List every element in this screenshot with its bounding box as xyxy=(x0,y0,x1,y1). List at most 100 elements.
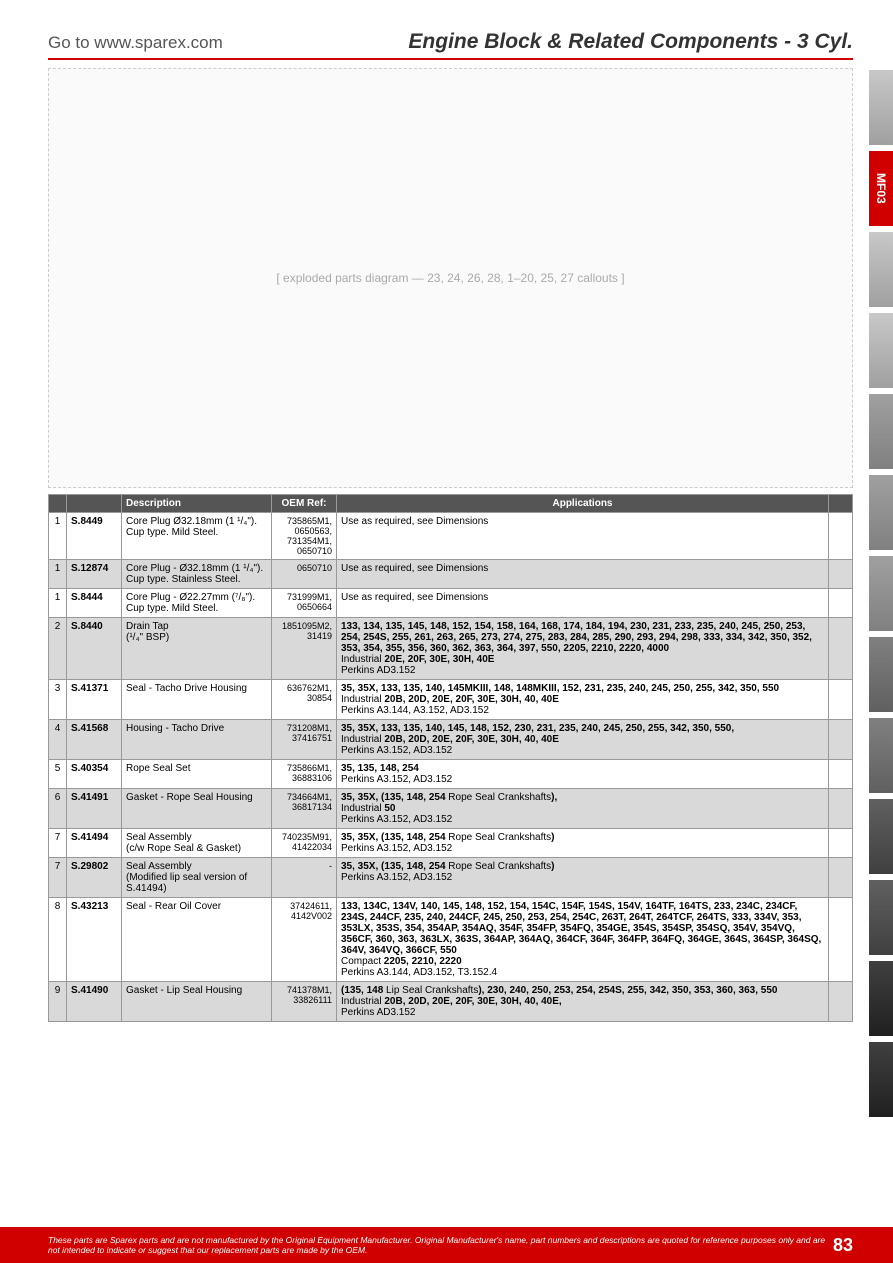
cell: Seal Assembly (c/w Rope Seal & Gasket) xyxy=(122,829,272,858)
cell: Gasket - Rope Seal Housing xyxy=(122,789,272,829)
cell xyxy=(829,829,853,858)
cell: S.29802 xyxy=(67,858,122,898)
cell: Core Plug - Ø22.27mm (⁷/₈"). Cup type. M… xyxy=(122,589,272,618)
cell: S.41371 xyxy=(67,680,122,720)
side-tabs: MF03 xyxy=(869,70,893,1123)
cell: 740235M91, 41422034 xyxy=(272,829,337,858)
cell: 731208M1, 37416751 xyxy=(272,720,337,760)
cell: 7 xyxy=(49,829,67,858)
side-tab[interactable] xyxy=(869,718,893,793)
cell: S.41490 xyxy=(67,982,122,1022)
side-tab-label: MF03 xyxy=(874,173,888,204)
side-tab[interactable] xyxy=(869,1042,893,1117)
side-tab[interactable] xyxy=(869,232,893,307)
cell: 35, 35X, 133, 135, 140, 145MKIII, 148, 1… xyxy=(337,680,829,720)
exploded-diagram: [ exploded parts diagram — 23, 24, 26, 2… xyxy=(48,68,853,488)
cell: 5 xyxy=(49,760,67,789)
cell: 7 xyxy=(49,858,67,898)
cell: 6 xyxy=(49,789,67,829)
cell: 133, 134C, 134V, 140, 145, 148, 152, 154… xyxy=(337,898,829,982)
table-header-row: Description OEM Ref: Applications xyxy=(49,495,853,513)
cell: 37424611, 4142V002 xyxy=(272,898,337,982)
cell xyxy=(829,789,853,829)
cell: S.8449 xyxy=(67,513,122,560)
table-row: 5S.40354Rope Seal Set735866M1, 368831063… xyxy=(49,760,853,789)
cell: Seal Assembly (Modified lip seal version… xyxy=(122,858,272,898)
cell xyxy=(829,898,853,982)
cell: 35, 35X, (135, 148, 254 Rope Seal Cranks… xyxy=(337,858,829,898)
cell: S.8440 xyxy=(67,618,122,680)
cell: 133, 134, 135, 145, 148, 152, 154, 158, … xyxy=(337,618,829,680)
cell xyxy=(829,760,853,789)
cell xyxy=(829,513,853,560)
cell: Use as required, see Dimensions xyxy=(337,589,829,618)
parts-table: Description OEM Ref: Applications 1S.844… xyxy=(48,494,853,1022)
side-tab[interactable] xyxy=(869,313,893,388)
cell: 1 xyxy=(49,513,67,560)
side-tab[interactable] xyxy=(869,70,893,145)
cell: Gasket - Lip Seal Housing xyxy=(122,982,272,1022)
cell: 4 xyxy=(49,720,67,760)
cell: S.41494 xyxy=(67,829,122,858)
catalog-page: MF03 Go to www.sparex.com Engine Block &… xyxy=(0,0,893,1263)
disclaimer: These parts are Sparex parts and are not… xyxy=(48,1235,833,1255)
cell: 9 xyxy=(49,982,67,1022)
table-row: 1S.8444Core Plug - Ø22.27mm (⁷/₈"). Cup … xyxy=(49,589,853,618)
side-tab[interactable] xyxy=(869,475,893,550)
cell: Drain Tap (¹/₄" BSP) xyxy=(122,618,272,680)
table-body: 1S.8449Core Plug Ø32.18mm (1 ¹/₄"). Cup … xyxy=(49,513,853,1022)
cell: 0650710 xyxy=(272,560,337,589)
cell: - xyxy=(272,858,337,898)
cell: Core Plug Ø32.18mm (1 ¹/₄"). Cup type. M… xyxy=(122,513,272,560)
cell xyxy=(829,982,853,1022)
col-oem: OEM Ref: xyxy=(272,495,337,513)
goto-url: Go to www.sparex.com xyxy=(48,33,223,53)
table-row: 2S.8440Drain Tap (¹/₄" BSP)1851095M2, 31… xyxy=(49,618,853,680)
cell: 3 xyxy=(49,680,67,720)
side-tab[interactable] xyxy=(869,394,893,469)
cell: 734664M1, 36817134 xyxy=(272,789,337,829)
side-tab[interactable] xyxy=(869,961,893,1036)
table-row: 6S.41491Gasket - Rope Seal Housing734664… xyxy=(49,789,853,829)
table-row: 3S.41371Seal - Tacho Drive Housing636762… xyxy=(49,680,853,720)
cell: 35, 35X, (135, 148, 254 Rope Seal Cranks… xyxy=(337,829,829,858)
col-sku xyxy=(67,495,122,513)
table-row: 8S.43213Seal - Rear Oil Cover37424611, 4… xyxy=(49,898,853,982)
side-tab[interactable] xyxy=(869,637,893,712)
side-tab[interactable] xyxy=(869,880,893,955)
red-divider xyxy=(48,58,853,60)
header: Go to www.sparex.com Engine Block & Rela… xyxy=(0,0,893,58)
cell: Housing - Tacho Drive xyxy=(122,720,272,760)
col-desc: Description xyxy=(122,495,272,513)
diagram-placeholder: [ exploded parts diagram — 23, 24, 26, 2… xyxy=(276,271,624,285)
cell: 2 xyxy=(49,618,67,680)
cell: Core Plug - Ø32.18mm (1 ¹/₄"). Cup type.… xyxy=(122,560,272,589)
cell: S.8444 xyxy=(67,589,122,618)
cell: 1851095M2, 31419 xyxy=(272,618,337,680)
cell: 1 xyxy=(49,589,67,618)
cell: Rope Seal Set xyxy=(122,760,272,789)
side-tab-active[interactable]: MF03 xyxy=(869,151,893,226)
cell: Use as required, see Dimensions xyxy=(337,513,829,560)
cell: 35, 135, 148, 254Perkins A3.152, AD3.152 xyxy=(337,760,829,789)
table-row: 9S.41490Gasket - Lip Seal Housing741378M… xyxy=(49,982,853,1022)
col-app: Applications xyxy=(337,495,829,513)
cell: Seal - Tacho Drive Housing xyxy=(122,680,272,720)
cell: S.41491 xyxy=(67,789,122,829)
cell xyxy=(829,618,853,680)
table-row: 1S.8449Core Plug Ø32.18mm (1 ¹/₄"). Cup … xyxy=(49,513,853,560)
cell xyxy=(829,589,853,618)
cell: 35, 35X, (135, 148, 254 Rope Seal Cranks… xyxy=(337,789,829,829)
page-number: 83 xyxy=(833,1235,853,1256)
cell: 735865M1, 0650563, 731354M1, 0650710 xyxy=(272,513,337,560)
side-tab[interactable] xyxy=(869,556,893,631)
cell: 35, 35X, 133, 135, 140, 145, 148, 152, 2… xyxy=(337,720,829,760)
cell xyxy=(829,858,853,898)
cell xyxy=(829,560,853,589)
col-num xyxy=(49,495,67,513)
cell: 8 xyxy=(49,898,67,982)
cell: Seal - Rear Oil Cover xyxy=(122,898,272,982)
table-row: 4S.41568Housing - Tacho Drive731208M1, 3… xyxy=(49,720,853,760)
side-tab[interactable] xyxy=(869,799,893,874)
cell: 735866M1, 36883106 xyxy=(272,760,337,789)
